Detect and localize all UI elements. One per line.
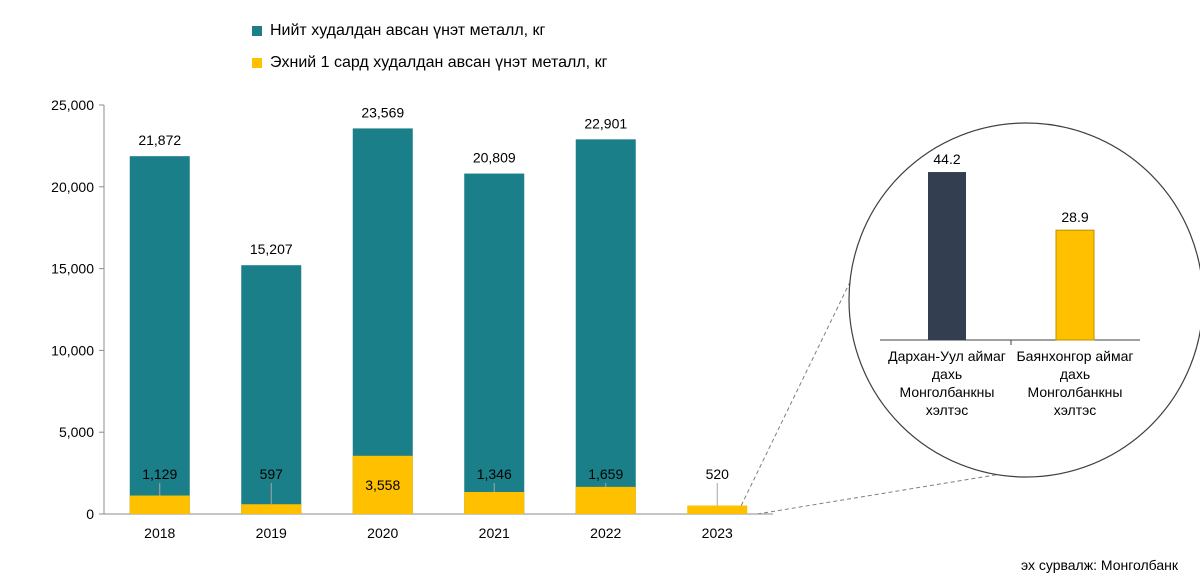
inset-data-label-1: 28.9 [1061,209,1088,225]
inset-category-label-1: дахь [1060,366,1090,382]
inset-bar-1 [1055,229,1095,341]
bar-total-2022 [575,139,636,514]
inset-category-label-0: Дархан-Уул аймаг [888,348,1006,364]
bar-total-2021 [464,173,525,514]
x-tick-label-2019: 2019 [256,525,287,541]
legend-label-january: Эхний 1 сард худалдан авсан үнэт металл,… [270,54,608,71]
data-label-total-2021: 20,809 [473,150,516,166]
y-tick-label: 5,000 [59,424,94,440]
x-tick-label-2022: 2022 [590,525,621,541]
bar-january-2019 [241,504,302,514]
x-tick-label-2023: 2023 [702,525,733,541]
inset-data-label-0: 44.2 [933,151,960,167]
data-label-january-2018: 1,129 [142,466,177,482]
data-label-january-2020: 3,558 [365,477,400,493]
bar-january-2022 [575,486,636,514]
data-label-total-2018: 21,872 [138,132,181,148]
bar-total-2020 [352,128,413,514]
bar-january-2020 [352,455,413,514]
bar-january-2021 [464,491,525,514]
inset-bar-0 [928,172,966,340]
y-tick-label: 0 [86,506,94,522]
source-note: эх сурвалж: Монголбанк [1020,557,1178,573]
data-label-total-2020: 23,569 [361,104,404,120]
inset-circle [848,122,1200,478]
y-tick-label: 10,000 [51,342,94,358]
data-label-january-2023: 520 [706,466,730,482]
legend-swatch-january [252,58,262,68]
x-tick-label-2018: 2018 [144,525,175,541]
bar-total-2019 [241,265,302,514]
y-tick-label: 25,000 [51,97,94,113]
legend-item-january: Эхний 1 сард худалдан авсан үнэт металл,… [252,54,607,72]
y-tick-label: 20,000 [51,179,94,195]
inset-category-label-1: хэлтэс [1054,402,1097,418]
inset-category-label-0: Монголбанкны [900,384,995,400]
y-tick-label: 15,000 [51,261,94,277]
inset-category-label-0: хэлтэс [926,402,969,418]
data-label-january-2022: 1,659 [588,466,623,482]
legend-item-total: Нийт худалдан авсан үнэт металл, кг [252,22,545,40]
data-label-total-2022: 22,901 [584,115,627,131]
x-tick-label-2021: 2021 [479,525,510,541]
data-label-january-2019: 597 [260,466,284,482]
zoom-line-top [740,279,852,506]
data-label-total-2019: 15,207 [250,241,293,257]
inset-category-label-1: Монголбанкны [1028,384,1123,400]
bar-january-2023 [687,505,748,514]
inset-category-label-0: дахь [932,366,962,382]
legend-label-total: Нийт худалдан авсан үнэт металл, кг [270,22,546,39]
zoom-line-bottom [757,473,1002,515]
data-label-january-2021: 1,346 [477,466,512,482]
inset-category-label-1: Баянхонгор аймаг [1016,348,1133,364]
legend-swatch-total [252,26,262,36]
bar-january-2018 [129,495,190,514]
bar-total-2018 [129,156,190,515]
x-tick-label-2020: 2020 [367,525,398,541]
